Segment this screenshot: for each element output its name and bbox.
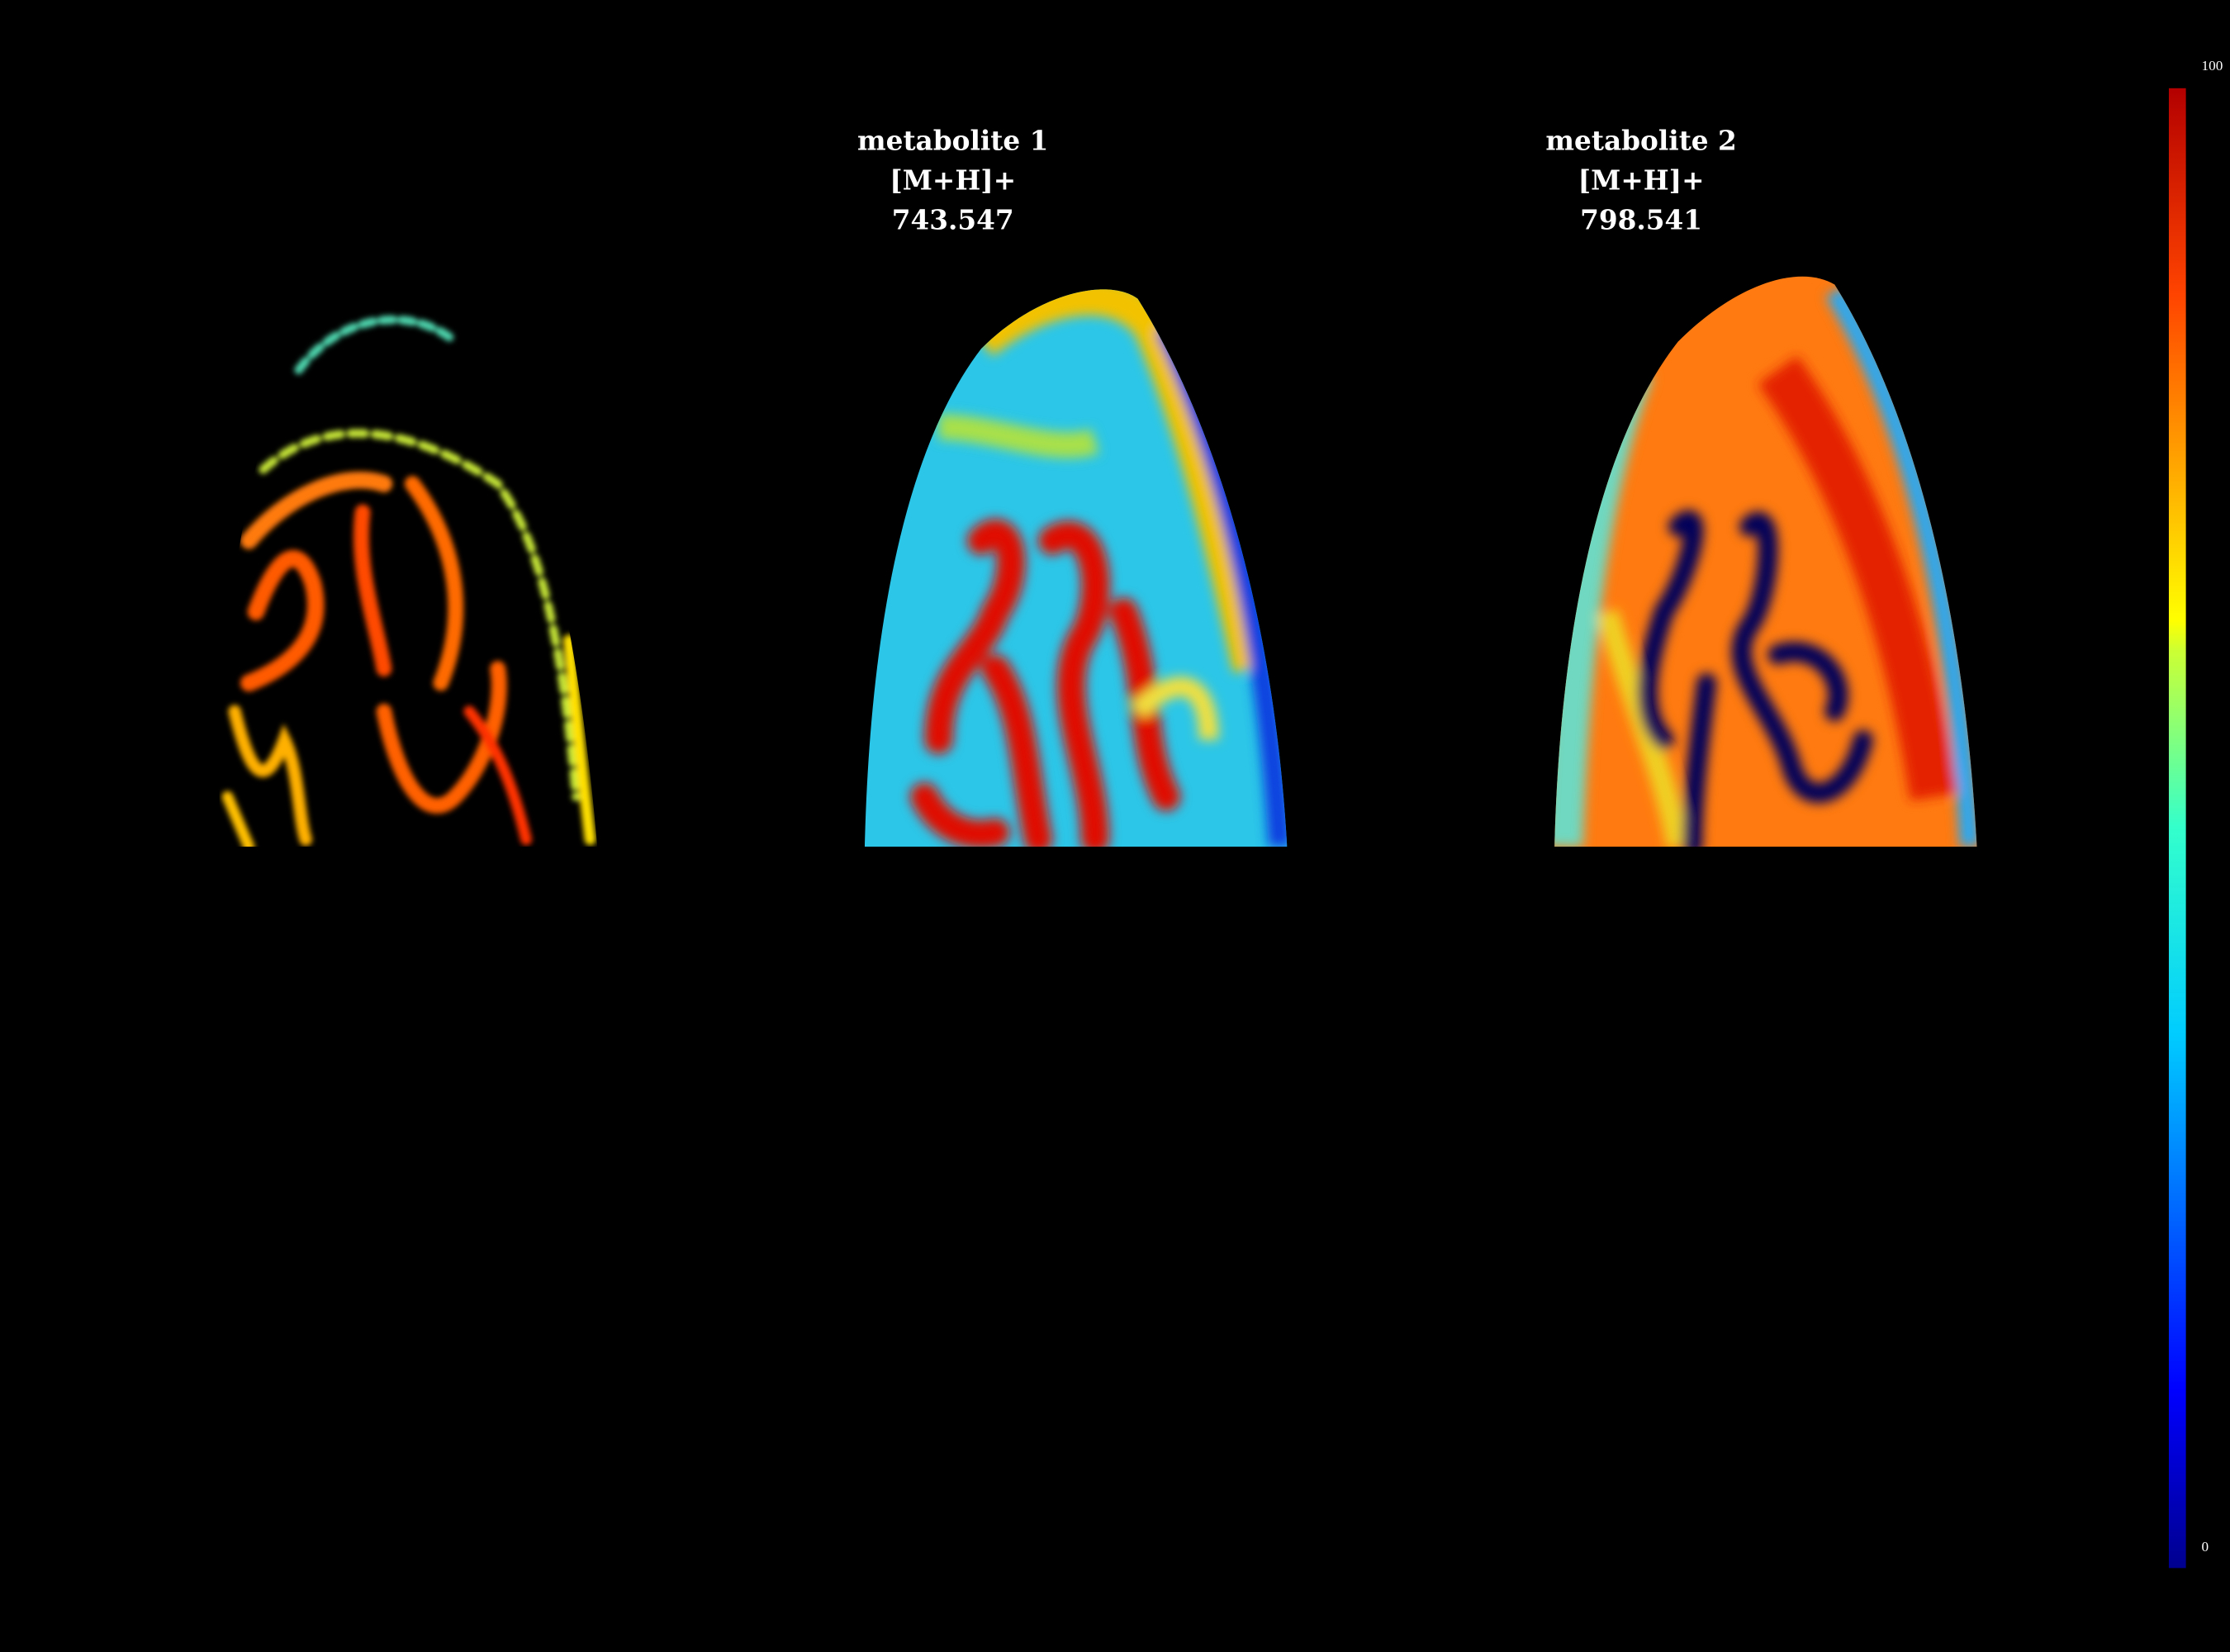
panel-title: [M+H]+ <box>890 164 1016 196</box>
image-panel-1 <box>221 316 596 847</box>
colorbar-min-label: 0 <box>2202 1539 2209 1555</box>
colorbar <box>2168 88 2186 1569</box>
panel-title: 798.541 <box>1580 204 1702 236</box>
panel-title: metabolite 2 <box>1545 124 1736 156</box>
colorbar-max-label: 100 <box>2202 58 2223 74</box>
panel-title: 743.547 <box>892 204 1014 236</box>
image-panel-3 <box>1554 276 1977 847</box>
panel-title: [M+H]+ <box>1578 164 1705 196</box>
panel-title: metabolite 1 <box>857 124 1048 156</box>
image-panel-2 <box>864 289 1288 847</box>
